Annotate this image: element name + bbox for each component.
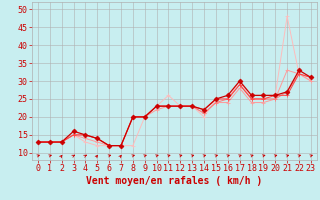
X-axis label: Vent moyen/en rafales ( km/h ): Vent moyen/en rafales ( km/h ) — [86, 176, 262, 186]
